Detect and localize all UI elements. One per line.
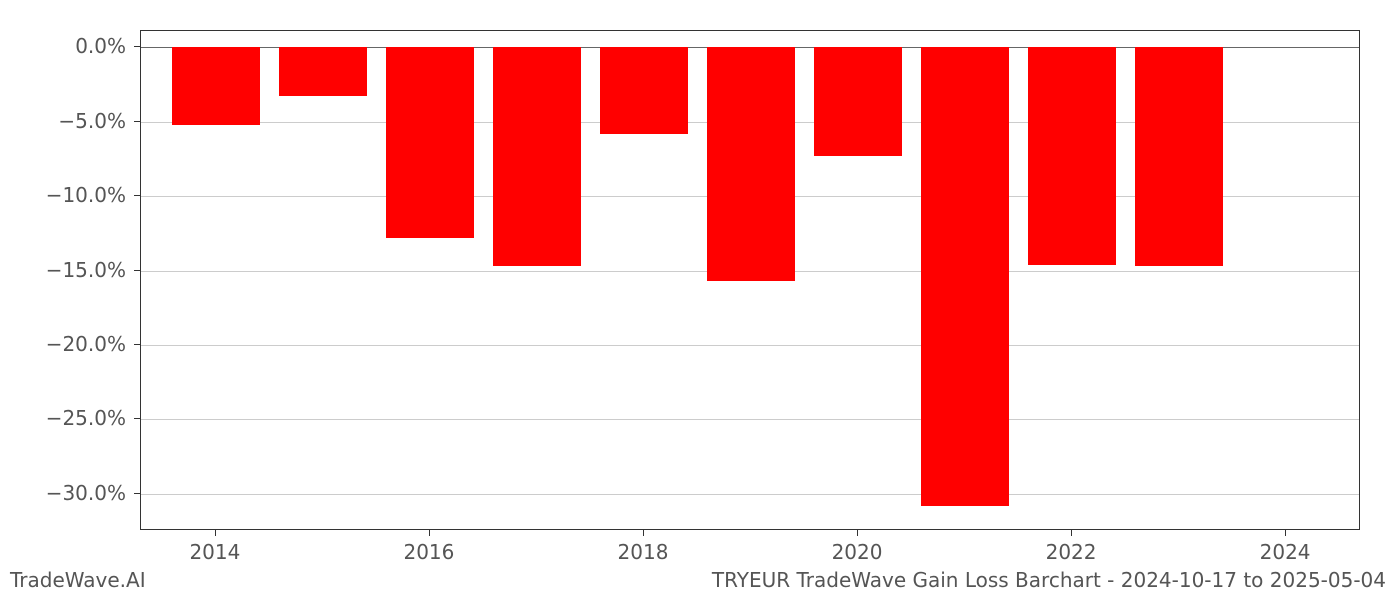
bar [1028, 47, 1117, 264]
xtick-mark [643, 530, 644, 536]
ytick-mark [134, 195, 140, 196]
ytick-label: −15.0% [0, 258, 126, 282]
footer-right-text: TRYEUR TradeWave Gain Loss Barchart - 20… [712, 568, 1386, 592]
ytick-mark [134, 493, 140, 494]
ytick-mark [134, 46, 140, 47]
xtick-label: 2020 [832, 540, 883, 564]
ytick-mark [134, 270, 140, 271]
ytick-mark [134, 121, 140, 122]
bar [921, 47, 1010, 505]
ytick-label: −20.0% [0, 332, 126, 356]
bar [172, 47, 261, 124]
xtick-mark [215, 530, 216, 536]
gridline [141, 419, 1359, 420]
footer-left-text: TradeWave.AI [10, 568, 146, 592]
gridline [141, 494, 1359, 495]
ytick-mark [134, 418, 140, 419]
bar [386, 47, 475, 237]
bar [1135, 47, 1224, 266]
xtick-mark [429, 530, 430, 536]
bar [707, 47, 796, 281]
gridline [141, 345, 1359, 346]
bar [279, 47, 368, 96]
chart-figure: TradeWave.AI TRYEUR TradeWave Gain Loss … [0, 0, 1400, 600]
xtick-mark [857, 530, 858, 536]
xtick-label: 2016 [403, 540, 454, 564]
plot-area [140, 30, 1360, 530]
xtick-label: 2014 [189, 540, 240, 564]
bar [814, 47, 903, 156]
ytick-label: 0.0% [0, 34, 126, 58]
ytick-label: −25.0% [0, 406, 126, 430]
bar [600, 47, 689, 133]
xtick-label: 2022 [1046, 540, 1097, 564]
ytick-label: −5.0% [0, 109, 126, 133]
xtick-label: 2024 [1260, 540, 1311, 564]
xtick-mark [1285, 530, 1286, 536]
ytick-label: −10.0% [0, 183, 126, 207]
xtick-mark [1071, 530, 1072, 536]
ytick-mark [134, 344, 140, 345]
xtick-label: 2018 [618, 540, 669, 564]
ytick-label: −30.0% [0, 481, 126, 505]
bar [493, 47, 582, 266]
